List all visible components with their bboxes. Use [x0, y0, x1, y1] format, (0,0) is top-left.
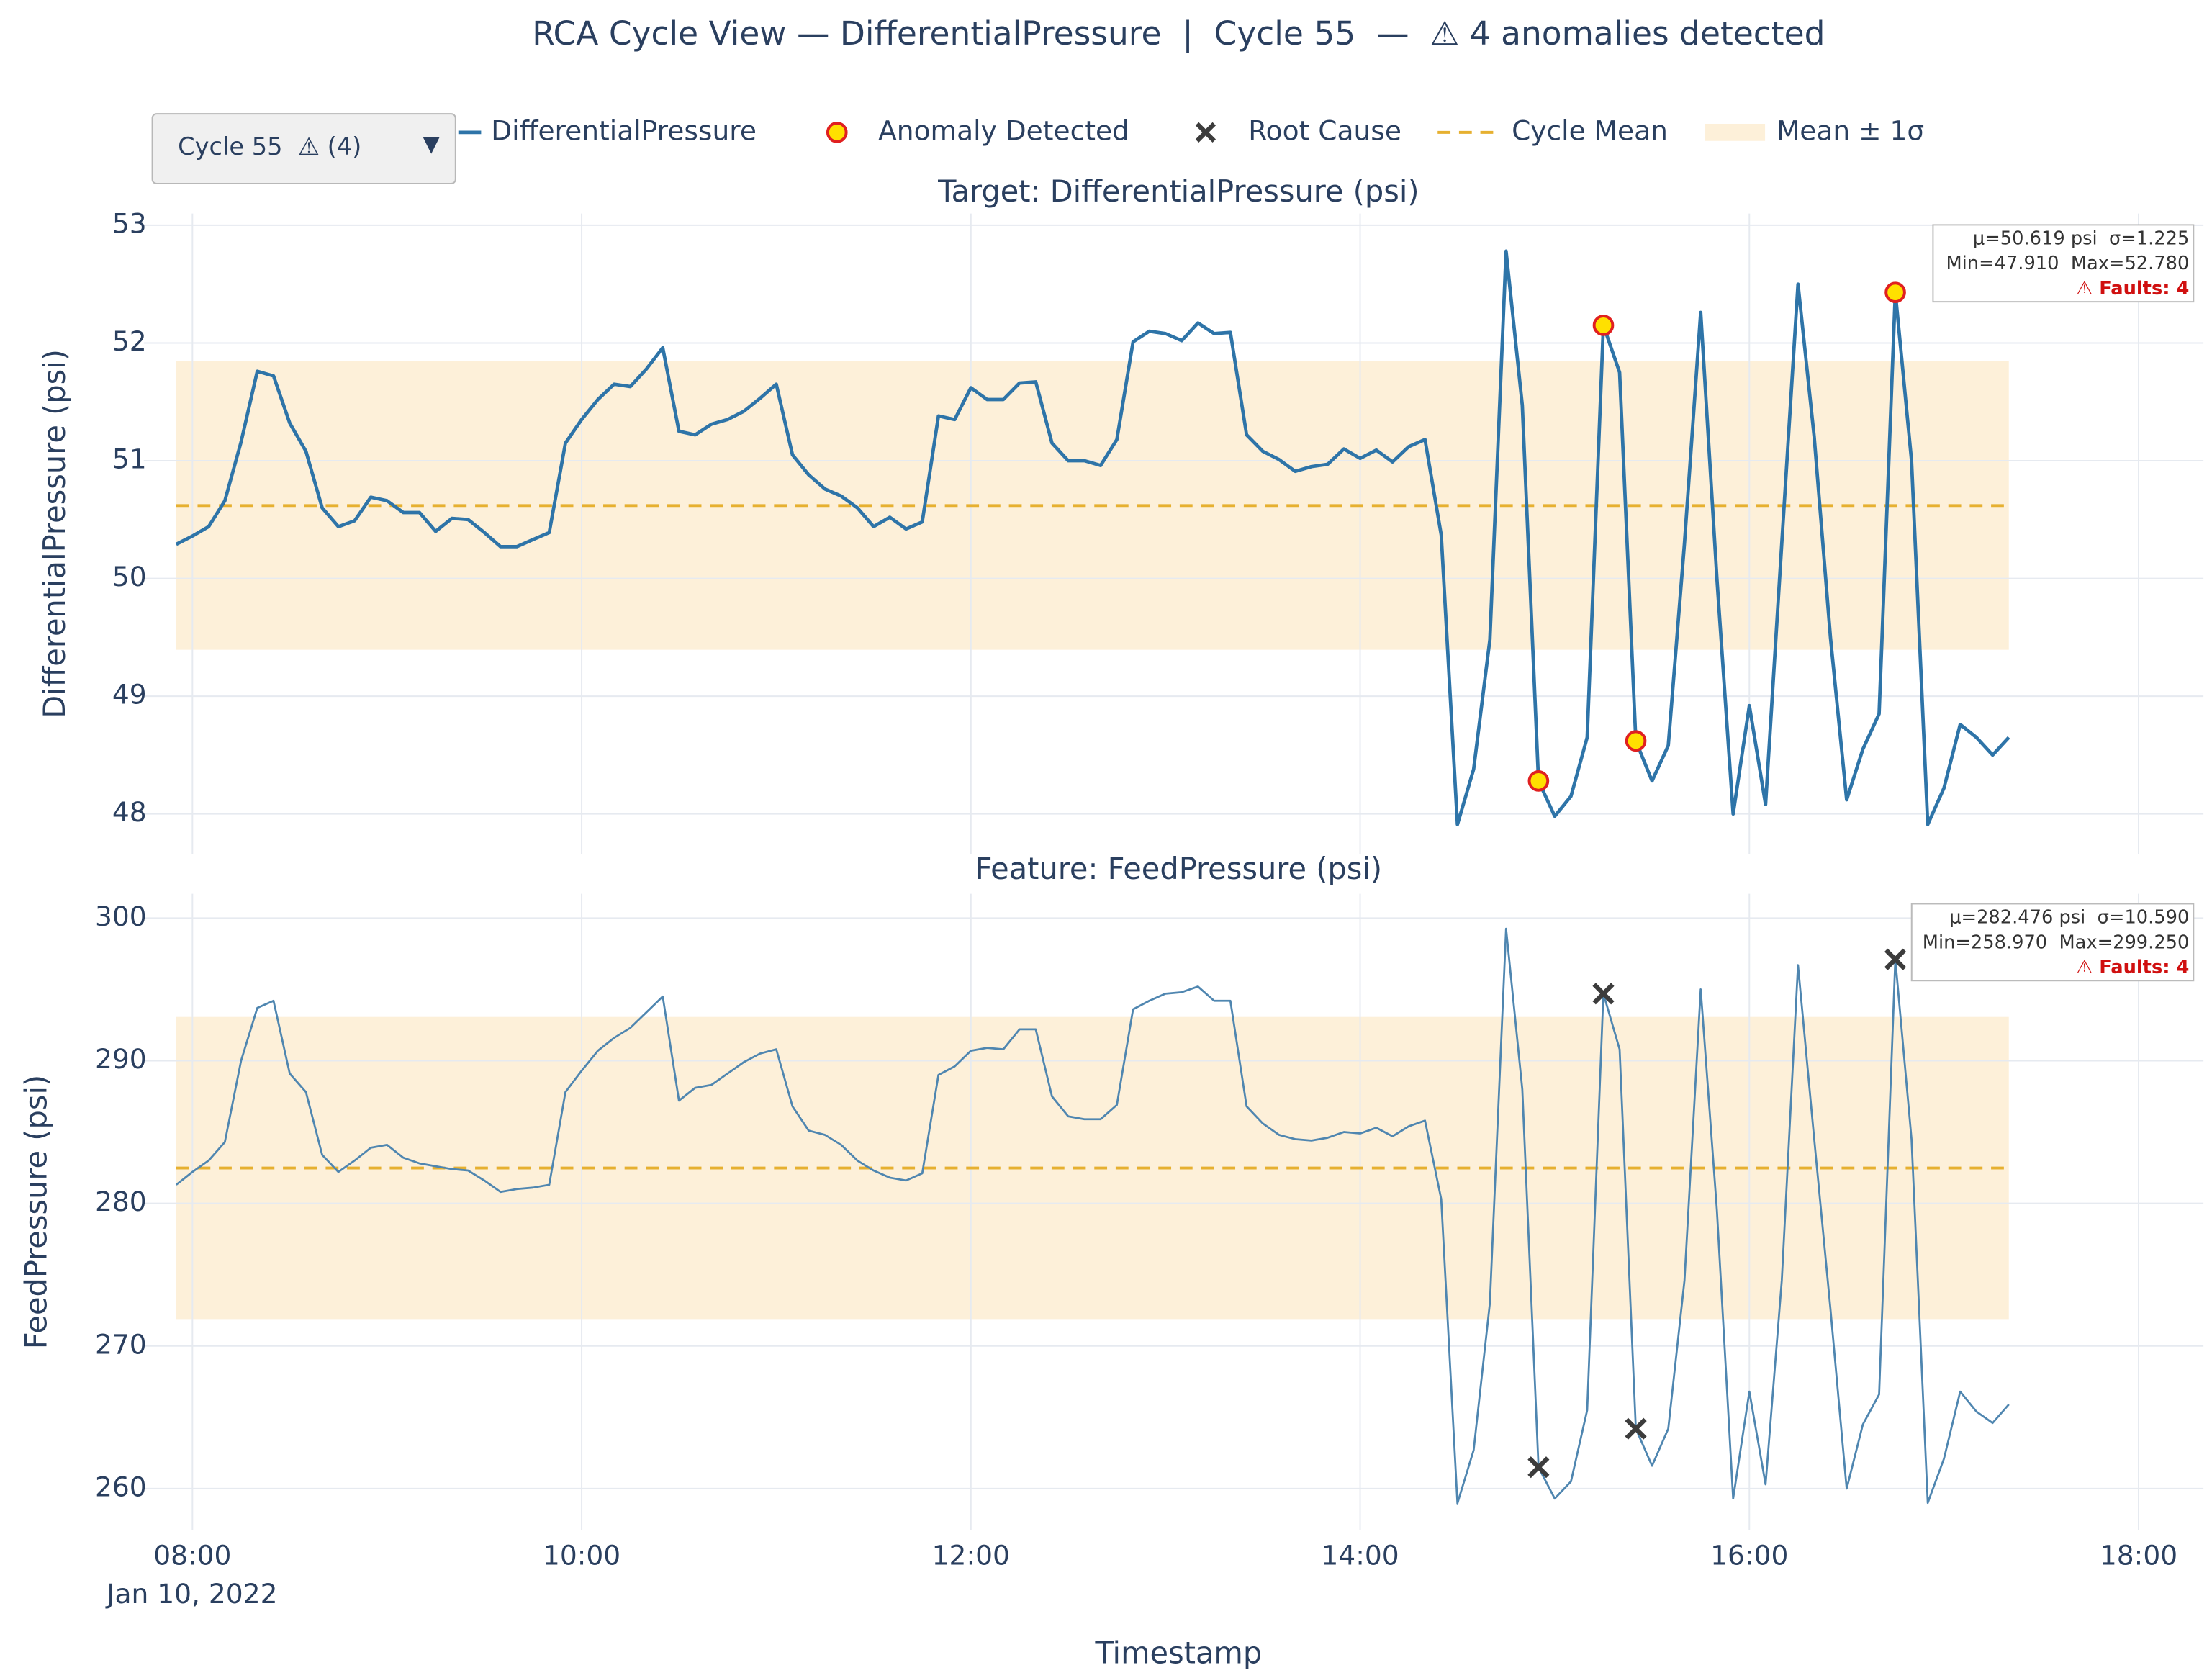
stats-line: μ=282.476 psi σ=10.590 [1949, 907, 2189, 929]
x-tick-label: 16:00 [1710, 1539, 1788, 1571]
x-tick-label: 10:00 [543, 1539, 620, 1571]
dropdown[interactable]: Cycle 55 ⚠ (4) ▼ [151, 113, 456, 185]
stats-box [1932, 224, 2195, 303]
stats-line: Min=258.970 Max=299.250 [1923, 932, 2190, 953]
dropdown-box[interactable] [151, 113, 456, 185]
legend: DifferentialPressure Anomaly Detected Root… [458, 114, 1924, 146]
y-tick-label: 300 [95, 901, 147, 932]
anomaly-marker [1527, 770, 1550, 792]
legend-label: Cycle Mean [1512, 114, 1668, 146]
dropdown-arrow[interactable]: ▼ [423, 131, 440, 156]
root-cause-marker [1195, 122, 1216, 143]
anomaly-marker [1884, 281, 1906, 303]
stats-box [1910, 903, 2195, 982]
stats-line: Min=47.910 Max=52.780 [1946, 253, 2190, 274]
y-tick-label: 52 [112, 325, 147, 357]
y-tick-label: 280 [95, 1186, 147, 1217]
root-cause-marker [1527, 1456, 1550, 1479]
x-date-label: Jan 10, 2022 [105, 1578, 277, 1610]
subplot-title: Feature: FeedPressure (psi) [975, 851, 1383, 886]
y-axis-title: FeedPressure (psi) [18, 1075, 53, 1349]
y-tick-label: 260 [95, 1471, 147, 1502]
legend-label: Anomaly Detected [878, 114, 1129, 146]
series-line [175, 927, 2010, 1505]
x-tick-label: 18:00 [2100, 1539, 2177, 1571]
x-tick-label: 12:00 [932, 1539, 1010, 1571]
x-tick-label: 08:00 [153, 1539, 231, 1571]
stats-line: ⚠ Faults: 4 [2076, 278, 2189, 299]
subplot-title: Target: DifferentialPressure (psi) [937, 173, 1419, 209]
x-axis-title: Timestamp [1094, 1635, 1262, 1670]
legend-label: DifferentialPressure [491, 114, 757, 146]
stats-line: μ=50.619 psi σ=1.225 [1973, 228, 2189, 250]
sigma-band [176, 361, 2009, 650]
chart-title: RCA Cycle View — DifferentialPressure | … [532, 14, 1825, 53]
subplot: 48 49 50 51 52 53 Target: DifferentialPressure… [37, 173, 2204, 854]
y-tick-label: 270 [95, 1328, 147, 1360]
y-tick-label: 290 [95, 1043, 147, 1075]
dropdown-label[interactable]: Cycle 55 ⚠ (4) [178, 132, 361, 161]
y-tick-label: 51 [112, 443, 147, 475]
y-tick-label: 49 [112, 679, 147, 711]
anomaly-marker [1592, 315, 1615, 336]
root-cause-marker [1884, 948, 1907, 970]
x-tick-label: 14:00 [1321, 1539, 1399, 1571]
anomaly-marker [1625, 730, 1647, 752]
subplot: 260 270 280 290 300 Feature: FeedPressure (ps… [18, 851, 2204, 1530]
y-tick-label: 48 [112, 796, 147, 828]
legend-label: Root Cause [1248, 114, 1401, 146]
y-axis-title: DifferentialPressure (psi) [37, 349, 72, 718]
root-cause-marker [1625, 1417, 1647, 1440]
y-tick-label: 53 [112, 207, 147, 239]
legend-label: Mean ± 1σ [1777, 114, 1924, 146]
legend-swatch [1705, 124, 1766, 141]
legend-swatch [826, 122, 848, 143]
series-line [175, 249, 2010, 826]
y-tick-label: 50 [112, 561, 147, 592]
root-cause-marker [1592, 983, 1615, 1005]
stats-line: ⚠ Faults: 4 [2076, 957, 2189, 978]
